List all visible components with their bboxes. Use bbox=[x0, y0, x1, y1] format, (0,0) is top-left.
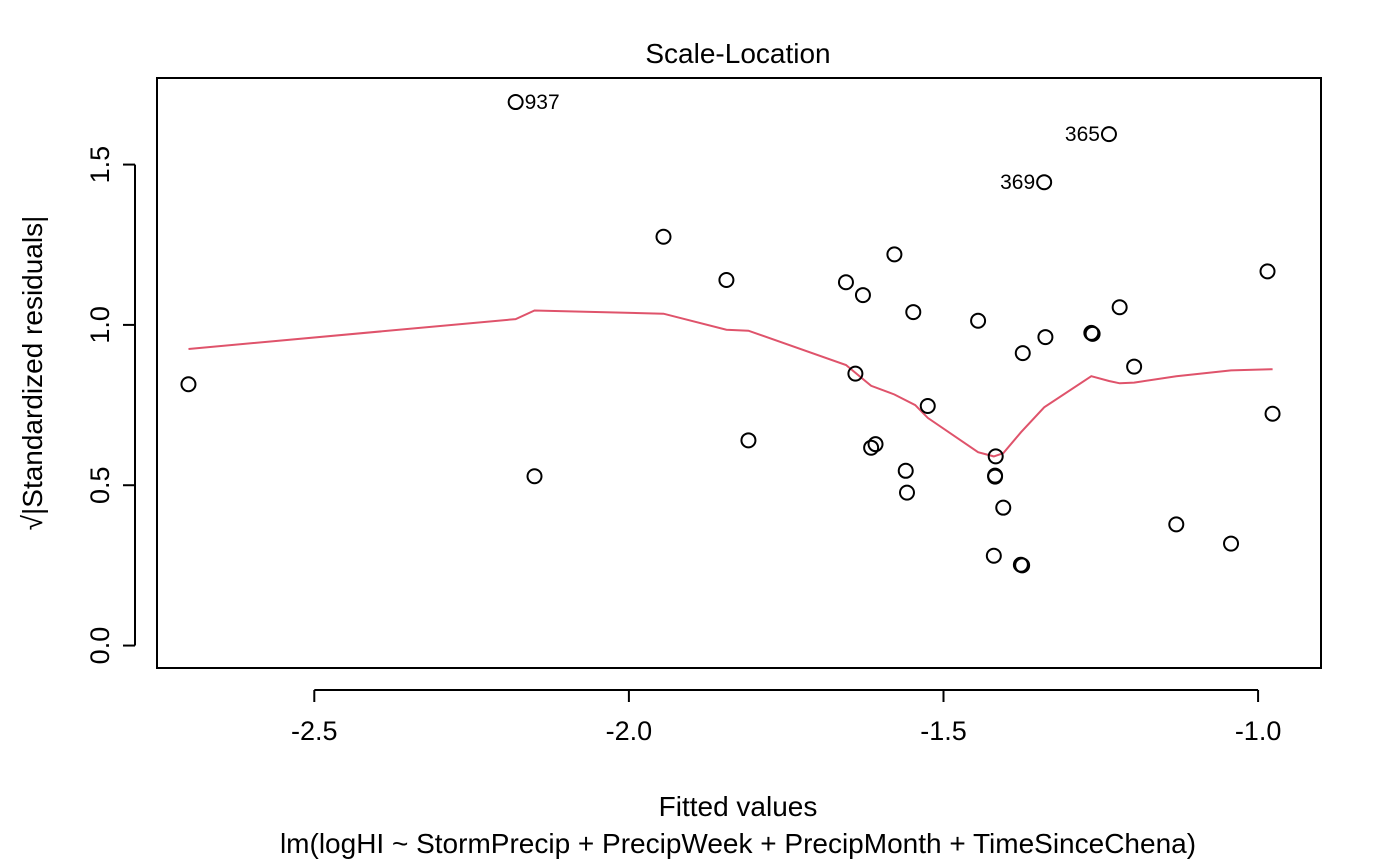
y-tick-label: 0.5 bbox=[85, 466, 115, 504]
data-point bbox=[987, 448, 1004, 465]
data-point bbox=[970, 312, 987, 329]
data-point bbox=[1037, 329, 1054, 346]
y-tick-label: 0.0 bbox=[85, 627, 115, 665]
model-formula-caption: lm(logHI ~ StormPrecip + PrecipWeek + Pr… bbox=[280, 828, 1196, 859]
data-point bbox=[740, 432, 757, 449]
point-label: 369 bbox=[1000, 171, 1035, 194]
x-axis-title: Fitted values bbox=[659, 791, 818, 822]
data-point bbox=[897, 462, 914, 479]
x-tick-label: -1.5 bbox=[920, 716, 967, 746]
data-point bbox=[995, 499, 1012, 516]
data-point bbox=[507, 94, 524, 111]
y-axis: 0.0 0.5 1.0 1.5 bbox=[85, 146, 136, 665]
data-point bbox=[886, 246, 903, 263]
y-axis-title: √|Standardized residuals| bbox=[17, 216, 48, 531]
data-point bbox=[1014, 345, 1031, 362]
data-point bbox=[837, 274, 854, 291]
data-point bbox=[867, 436, 884, 453]
data-point bbox=[905, 304, 922, 321]
y-tick-label: 1.5 bbox=[85, 146, 115, 184]
data-point bbox=[854, 287, 871, 304]
data-point bbox=[847, 365, 864, 382]
data-point bbox=[898, 484, 915, 501]
x-tick-label: -2.5 bbox=[291, 716, 338, 746]
data-point bbox=[1259, 263, 1276, 280]
data-point bbox=[1264, 405, 1281, 422]
data-point bbox=[180, 376, 197, 393]
data-point bbox=[1223, 535, 1240, 552]
y-tick-label: 1.0 bbox=[85, 306, 115, 344]
chart-title: Scale-Location bbox=[645, 38, 830, 69]
plot-frame bbox=[156, 77, 1322, 669]
data-point bbox=[655, 228, 672, 245]
data-point bbox=[1111, 299, 1128, 316]
x-axis: -2.5 -2.0 -1.5 -1.0 bbox=[291, 689, 1282, 746]
x-tick-label: -1.0 bbox=[1235, 716, 1282, 746]
data-point bbox=[1014, 557, 1031, 574]
data-point bbox=[919, 398, 936, 415]
data-point bbox=[1100, 126, 1117, 143]
data-point bbox=[1168, 516, 1185, 533]
point-label: 365 bbox=[1065, 123, 1100, 146]
data-point bbox=[863, 439, 880, 456]
data-point bbox=[526, 468, 543, 485]
data-points: 937 369 365 bbox=[180, 91, 1281, 574]
point-label: 937 bbox=[525, 91, 560, 114]
data-point bbox=[1036, 174, 1053, 191]
data-point bbox=[985, 547, 1002, 564]
x-tick-label: -2.0 bbox=[606, 716, 653, 746]
data-point bbox=[987, 468, 1004, 485]
data-point bbox=[1126, 358, 1143, 375]
data-point bbox=[718, 272, 735, 289]
data-point bbox=[1084, 325, 1101, 342]
smooth-line bbox=[188, 309, 1273, 458]
